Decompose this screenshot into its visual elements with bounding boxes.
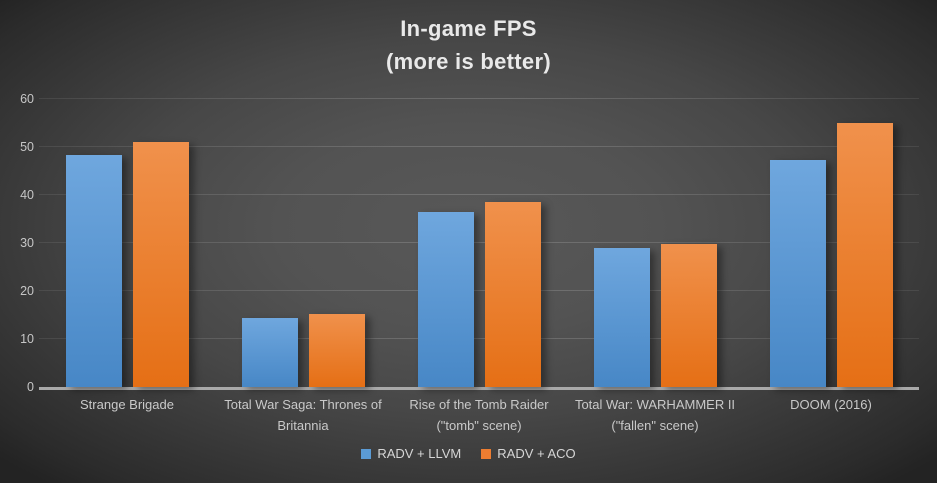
x-axis-labels: Strange Brigade Total War Saga: Thrones o… (39, 394, 919, 436)
bar-radv-llvm-1 (241, 317, 298, 387)
bar-radv-aco-4 (836, 123, 893, 387)
bar-radv-llvm-4 (769, 159, 826, 387)
y-tick-label-30: 30 (20, 236, 34, 250)
plot-area (39, 98, 919, 390)
bar-radv-llvm-0 (65, 155, 122, 387)
bar-radv-aco-3 (660, 243, 717, 387)
bar-group-0 (39, 99, 215, 387)
chart-title-line2: (more is better) (386, 49, 551, 74)
legend-label: RADV + LLVM (377, 446, 462, 461)
legend-item-radv-aco: RADV + ACO (481, 446, 576, 461)
gridline-50 (39, 146, 919, 147)
x-category-label-1: Total War Saga: Thrones of Britannia (224, 397, 382, 433)
chart-title-line1: In-game FPS (400, 16, 537, 41)
x-category-label-4: DOOM (2016) (790, 397, 872, 412)
bar-radv-llvm-3 (593, 247, 650, 387)
bar-group-2 (391, 99, 567, 387)
chart-title: In-game FPS (more is better) (0, 12, 937, 78)
bar-radv-aco-0 (132, 142, 189, 387)
y-tick-label-60: 60 (20, 92, 34, 106)
gridline-30 (39, 242, 919, 243)
bar-groups (39, 99, 919, 387)
legend: RADV + LLVM RADV + ACO (0, 446, 937, 461)
gridline-20 (39, 290, 919, 291)
gridline-40 (39, 194, 919, 195)
x-category-label-0: Strange Brigade (80, 397, 174, 412)
y-tick-label-50: 50 (20, 140, 34, 154)
y-axis: 0 10 20 30 40 50 60 (0, 0, 34, 483)
legend-item-radv-llvm: RADV + LLVM (361, 446, 461, 461)
x-category-label-2: Rise of the Tomb Raider ("tomb" scene) (409, 397, 549, 433)
y-tick-label-10: 10 (20, 332, 34, 346)
gridline-10 (39, 338, 919, 339)
bar-radv-llvm-2 (417, 212, 474, 387)
legend-label: RADV + ACO (497, 446, 576, 461)
bar-group-1 (215, 99, 391, 387)
legend-swatch-icon (361, 448, 372, 459)
bar-radv-aco-1 (308, 313, 365, 387)
y-tick-label-40: 40 (20, 188, 34, 202)
bar-radv-aco-2 (484, 202, 541, 387)
bar-group-3 (567, 99, 743, 387)
y-tick-label-20: 20 (20, 284, 34, 298)
bar-group-4 (743, 99, 919, 387)
x-category-label-3: Total War: WARHAMMER II ("fallen" scene) (574, 397, 736, 433)
y-tick-label-0: 0 (27, 380, 34, 394)
legend-swatch-icon (481, 448, 492, 459)
gridline-60 (39, 98, 919, 99)
